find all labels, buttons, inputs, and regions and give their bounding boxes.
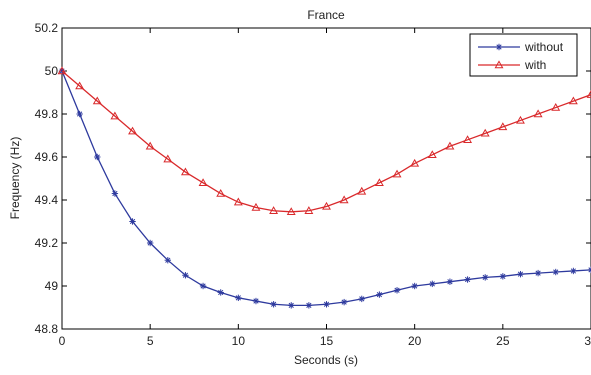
series-layer [57, 66, 591, 309]
data-point-with [128, 126, 137, 135]
data-point-with [339, 195, 349, 204]
data-point-without [393, 287, 401, 294]
data-point-with [498, 122, 508, 131]
data-point-without [323, 301, 330, 308]
series-line-with [61, 70, 591, 213]
data-point-with [568, 96, 578, 105]
y-tick-label: 48.8 [35, 322, 59, 336]
data-point-without [235, 294, 242, 302]
chart-title: France [307, 8, 345, 22]
data-point-with [374, 178, 384, 186]
data-point-with [463, 135, 473, 143]
y-tick-label: 50.2 [35, 21, 59, 35]
data-point-without [270, 301, 277, 308]
y-tick-label: 49.6 [35, 150, 59, 164]
data-point-with [92, 96, 102, 105]
y-tick-label: 49 [45, 279, 59, 293]
data-point-without [429, 280, 436, 288]
data-point-with [251, 202, 261, 211]
x-tick-label: 25 [496, 334, 510, 348]
data-point-without [570, 267, 577, 275]
y-axis-label: Frequency (Hz) [8, 137, 22, 220]
data-point-without [76, 110, 83, 118]
series-markers-with [57, 66, 591, 216]
data-point-without [517, 270, 524, 278]
data-point-without [199, 282, 207, 290]
y-tick-label: 49.8 [35, 107, 59, 121]
data-point-without [464, 276, 471, 283]
data-point-with [427, 150, 437, 159]
y-tick-label: 50 [45, 64, 59, 78]
data-point-without [217, 289, 224, 296]
data-point-with [322, 201, 331, 210]
data-point-without [288, 302, 295, 309]
data-point-without [252, 297, 260, 305]
x-tick-label: 5 [147, 334, 154, 348]
data-point-without [340, 298, 348, 306]
data-point-with [145, 141, 155, 150]
data-point-with [304, 206, 314, 214]
data-point-with [445, 141, 455, 150]
data-point-with [533, 109, 543, 118]
x-tick-label: 30 [584, 334, 591, 348]
data-point-with [110, 111, 120, 120]
data-point-without [111, 190, 119, 197]
data-point-without [146, 239, 154, 247]
x-tick-label: 20 [408, 334, 422, 348]
data-point-without [552, 268, 559, 276]
x-tick-label: 10 [232, 334, 246, 348]
x-axis-label: Seconds (s) [294, 353, 358, 367]
legend-marker-symbol-without [495, 43, 503, 51]
data-point-with [198, 178, 208, 186]
legend-label-with: with [524, 58, 546, 72]
legend-marker-symbol-with [494, 60, 504, 69]
x-tick-label: 15 [320, 334, 334, 348]
data-point-with [269, 206, 279, 214]
data-point-without [411, 282, 418, 290]
data-point-without [305, 302, 313, 309]
data-point-without [182, 272, 189, 279]
data-point-with [551, 102, 561, 111]
data-point-with [233, 197, 243, 206]
data-point-with [357, 186, 367, 195]
data-point-with [516, 115, 525, 124]
data-point-with [75, 81, 85, 90]
legend-box [469, 33, 578, 77]
data-point-without [587, 266, 591, 274]
data-point-with [163, 154, 173, 163]
series-markers-without [58, 67, 591, 309]
axis-ticks: 0 5 10 15 20 25 30 48.8 49 49.2 49.4 49.6 49.8 50 50.2 [35, 21, 591, 348]
data-point-without [446, 278, 454, 285]
y-tick-label: 49.2 [35, 236, 59, 250]
data-point-without [499, 273, 507, 280]
data-point-without [534, 269, 542, 277]
data-point-without [129, 218, 136, 225]
data-point-without [94, 153, 101, 161]
legend: without with [469, 33, 578, 77]
data-point-without [376, 291, 383, 298]
legend-marker-without [495, 43, 503, 51]
data-point-without [358, 295, 365, 303]
data-point-with [180, 167, 190, 176]
data-point-without [164, 257, 171, 264]
legend-marker-with [494, 60, 504, 69]
data-point-with [216, 188, 226, 197]
data-point-without [482, 274, 489, 281]
y-tick-label: 49.4 [35, 193, 59, 207]
data-point-with [392, 169, 402, 178]
data-point-with [286, 207, 296, 216]
data-point-with [57, 66, 67, 75]
data-point-with [480, 128, 490, 137]
x-tick-label: 0 [59, 334, 66, 348]
data-point-with [410, 158, 420, 167]
data-point-with [586, 90, 591, 98]
legend-label-without: without [524, 40, 564, 54]
